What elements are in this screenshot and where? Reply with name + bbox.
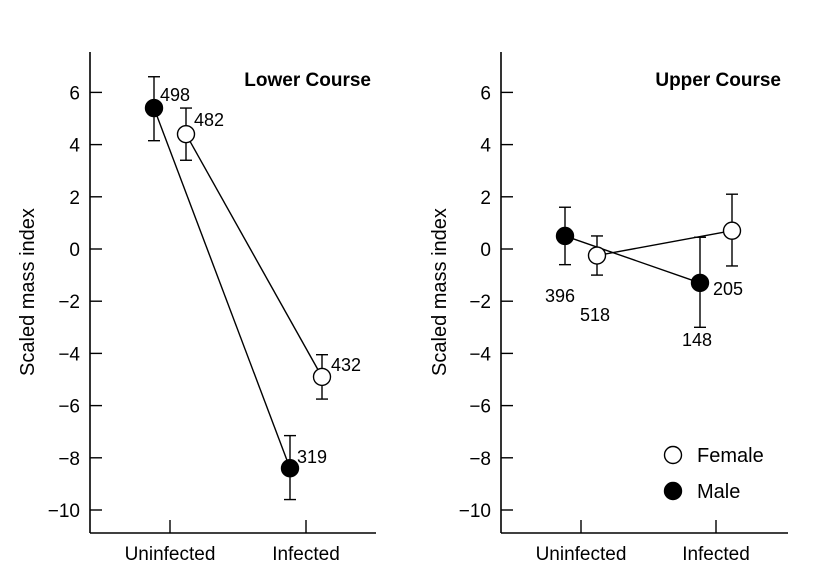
n-label-female-uninfected-upper: 518: [580, 305, 610, 325]
series-line-male-lower: [153, 107, 291, 469]
x-axis-upper: Uninfected Infected: [501, 520, 788, 565]
legend-label-male: Male: [697, 481, 740, 503]
point-male-uninfected-lower: [144, 98, 164, 118]
n-label-male-uninfected-upper: 396: [545, 286, 575, 306]
y-tick-label-lower: −4: [58, 344, 80, 365]
legend-label-female: Female: [697, 445, 764, 467]
series-line-male-upper: [564, 235, 701, 284]
y-tick-label-upper: −8: [469, 449, 491, 470]
y-tick-label-lower: −6: [58, 397, 80, 418]
point-female-infected-lower: [312, 367, 332, 387]
y-tick-label-lower: −8: [58, 449, 80, 470]
y-tick-label-lower: −2: [58, 292, 80, 313]
point-female-infected-upper: [722, 221, 742, 240]
n-label-male-infected-lower: 319: [297, 447, 327, 467]
point-female-uninfected-upper: [587, 246, 607, 265]
n-label-male-infected-upper: 148: [682, 330, 712, 350]
chart-title-lower: Lower Course: [244, 70, 371, 91]
n-label-female-uninfected-lower: 482: [194, 110, 224, 130]
point-female-uninfected-lower: [176, 124, 196, 144]
y-axis-label-upper: Scaled mass index: [429, 208, 451, 376]
legend: Female Male: [663, 445, 764, 503]
y-tick-label-upper: −4: [469, 344, 491, 365]
y-tick-label-upper: −6: [469, 397, 491, 418]
chart-title-upper: Upper Course: [655, 70, 781, 91]
panel-lower-course: Scaled mass index Lower Course 6 4 2 0 −2 −4 −…: [17, 52, 376, 565]
y-tick-label-lower: 4: [69, 136, 80, 157]
y-axis-lower: 6 4 2 0 −2 −4 −6 −8 −10: [48, 52, 102, 533]
point-male-uninfected-upper: [555, 226, 575, 246]
n-label-female-infected-upper: 205: [713, 279, 743, 299]
y-tick-label-upper: −2: [469, 292, 491, 313]
y-axis-upper: 6 4 2 0 −2 −4 −6 −8 −10: [459, 52, 513, 533]
plot-area-lower: 498 319 482 432: [144, 76, 361, 501]
y-tick-label-lower: 6: [69, 83, 80, 104]
y-tick-label-lower: −10: [48, 501, 80, 522]
series-line-female-lower: [185, 133, 323, 378]
y-tick-label-lower: 2: [69, 188, 80, 209]
legend-marker-female: [663, 445, 683, 465]
point-male-infected-lower: [280, 459, 300, 478]
y-tick-label-upper: 0: [480, 240, 491, 261]
series-line-female-upper: [596, 230, 733, 257]
y-axis-label-lower: Scaled mass index: [17, 208, 39, 376]
y-ticks-lower: 6 4 2 0 −2 −4 −6 −8 −10: [48, 83, 102, 522]
y-tick-label-upper: 4: [480, 136, 491, 157]
point-male-infected-upper: [690, 273, 710, 293]
plot-area-upper: 396 148 518 205: [545, 193, 743, 350]
n-label-male-uninfected-lower: 498: [160, 85, 190, 105]
x-tick-label-infected-lower: Infected: [272, 544, 340, 565]
legend-marker-male: [663, 481, 683, 501]
x-tick-label-infected-upper: Infected: [682, 544, 750, 565]
y-tick-label-lower: 0: [69, 240, 80, 261]
panel-upper-course: Scaled mass index Upper Course 6 4 2 0 −2 −4 −…: [429, 52, 788, 565]
x-tick-label-uninfected-upper: Uninfected: [536, 544, 627, 565]
y-tick-label-upper: 6: [480, 83, 491, 104]
n-label-female-infected-lower: 432: [331, 355, 361, 375]
y-ticks-upper: 6 4 2 0 −2 −4 −6 −8 −10: [459, 83, 513, 522]
y-tick-label-upper: 2: [480, 188, 491, 209]
x-tick-label-uninfected-lower: Uninfected: [125, 544, 216, 565]
y-tick-label-upper: −10: [459, 501, 491, 522]
x-axis-lower: Uninfected Infected: [90, 520, 376, 565]
